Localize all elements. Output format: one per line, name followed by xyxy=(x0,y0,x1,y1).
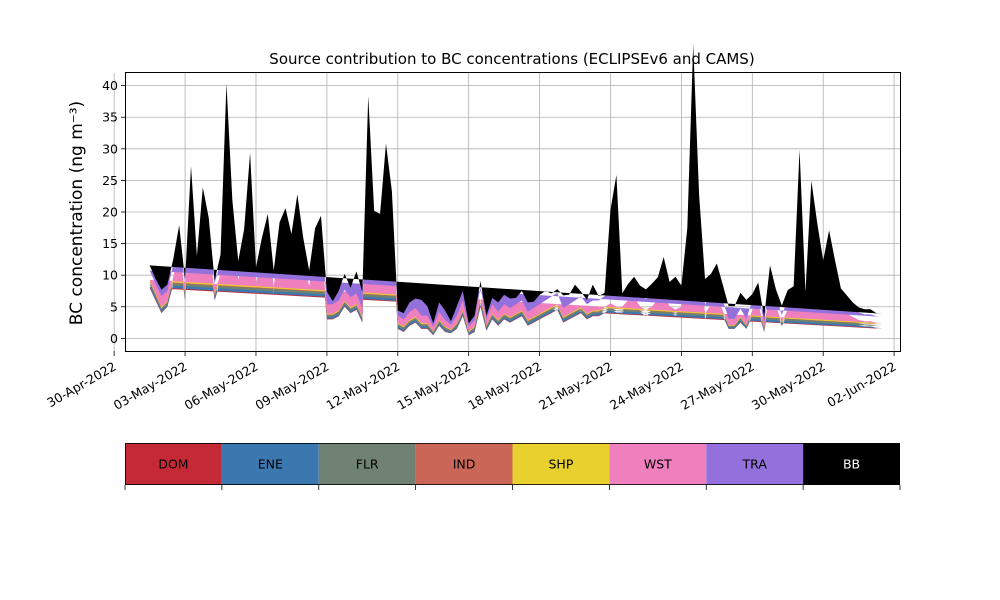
y-tick-label: 10 xyxy=(102,268,118,283)
x-tick-label: 27-May-2022 xyxy=(678,359,757,413)
legend-swatch-dom xyxy=(125,443,222,485)
legend-label-dom: DOM xyxy=(158,457,188,472)
x-tick-label: 30-Apr-2022 xyxy=(44,359,118,411)
y-tick-label: 15 xyxy=(102,236,118,251)
y-tick-label: 0 xyxy=(110,331,118,346)
legend-label-ene: ENE xyxy=(258,457,283,472)
y-tick-label: 30 xyxy=(102,141,118,156)
y-tick-label: 40 xyxy=(102,78,118,93)
legend-label-wst: WST xyxy=(644,457,672,472)
legend-label-ind: IND xyxy=(453,457,476,472)
x-axis: 30-Apr-202203-May-202206-May-202209-May-… xyxy=(44,351,899,413)
stacked-area-series xyxy=(149,44,883,336)
x-tick-label: 21-May-2022 xyxy=(536,359,615,413)
x-tick-label: 18-May-2022 xyxy=(465,359,544,413)
y-axis: 0 5 10 15 20 25 30 35 40 xyxy=(102,78,126,346)
legend-swatch-ene xyxy=(221,443,319,485)
y-tick-label: 20 xyxy=(102,205,118,220)
x-tick-label: 06-May-2022 xyxy=(182,359,261,413)
legend-label-bb: BB xyxy=(843,457,860,472)
legend-bar: DOM ENE FLR IND SHP WST TRA BB xyxy=(124,443,901,490)
legend-swatch-shp xyxy=(512,443,610,485)
legend-swatch-flr xyxy=(318,443,416,485)
legend-swatch-ind xyxy=(415,443,513,485)
area-bb xyxy=(149,44,883,324)
legend-swatch-bb xyxy=(803,443,900,485)
x-tick-label: 24-May-2022 xyxy=(607,359,686,413)
y-tick-label: 25 xyxy=(102,173,118,188)
legend-label-tra: TRA xyxy=(742,457,768,472)
legend-label-shp: SHP xyxy=(549,457,574,472)
x-tick-label: 12-May-2022 xyxy=(323,359,402,413)
x-tick-label: 30-May-2022 xyxy=(749,359,828,413)
x-tick-label: 15-May-2022 xyxy=(394,359,473,413)
legend-label-flr: FLR xyxy=(356,457,379,472)
legend-frame xyxy=(125,443,900,485)
y-tick-label: 5 xyxy=(110,299,118,314)
y-tick-label: 35 xyxy=(102,110,118,125)
x-tick-label: 03-May-2022 xyxy=(111,359,190,413)
legend-swatch-wst xyxy=(609,443,707,485)
y-axis-label: BC concentration (ng m⁻³) xyxy=(67,101,87,325)
x-tick-label: 02-Jun-2022 xyxy=(824,359,898,410)
chart-title: Source contribution to BC concentrations… xyxy=(269,50,754,68)
legend-swatch-tra xyxy=(706,443,804,485)
x-tick-label: 09-May-2022 xyxy=(253,359,332,413)
